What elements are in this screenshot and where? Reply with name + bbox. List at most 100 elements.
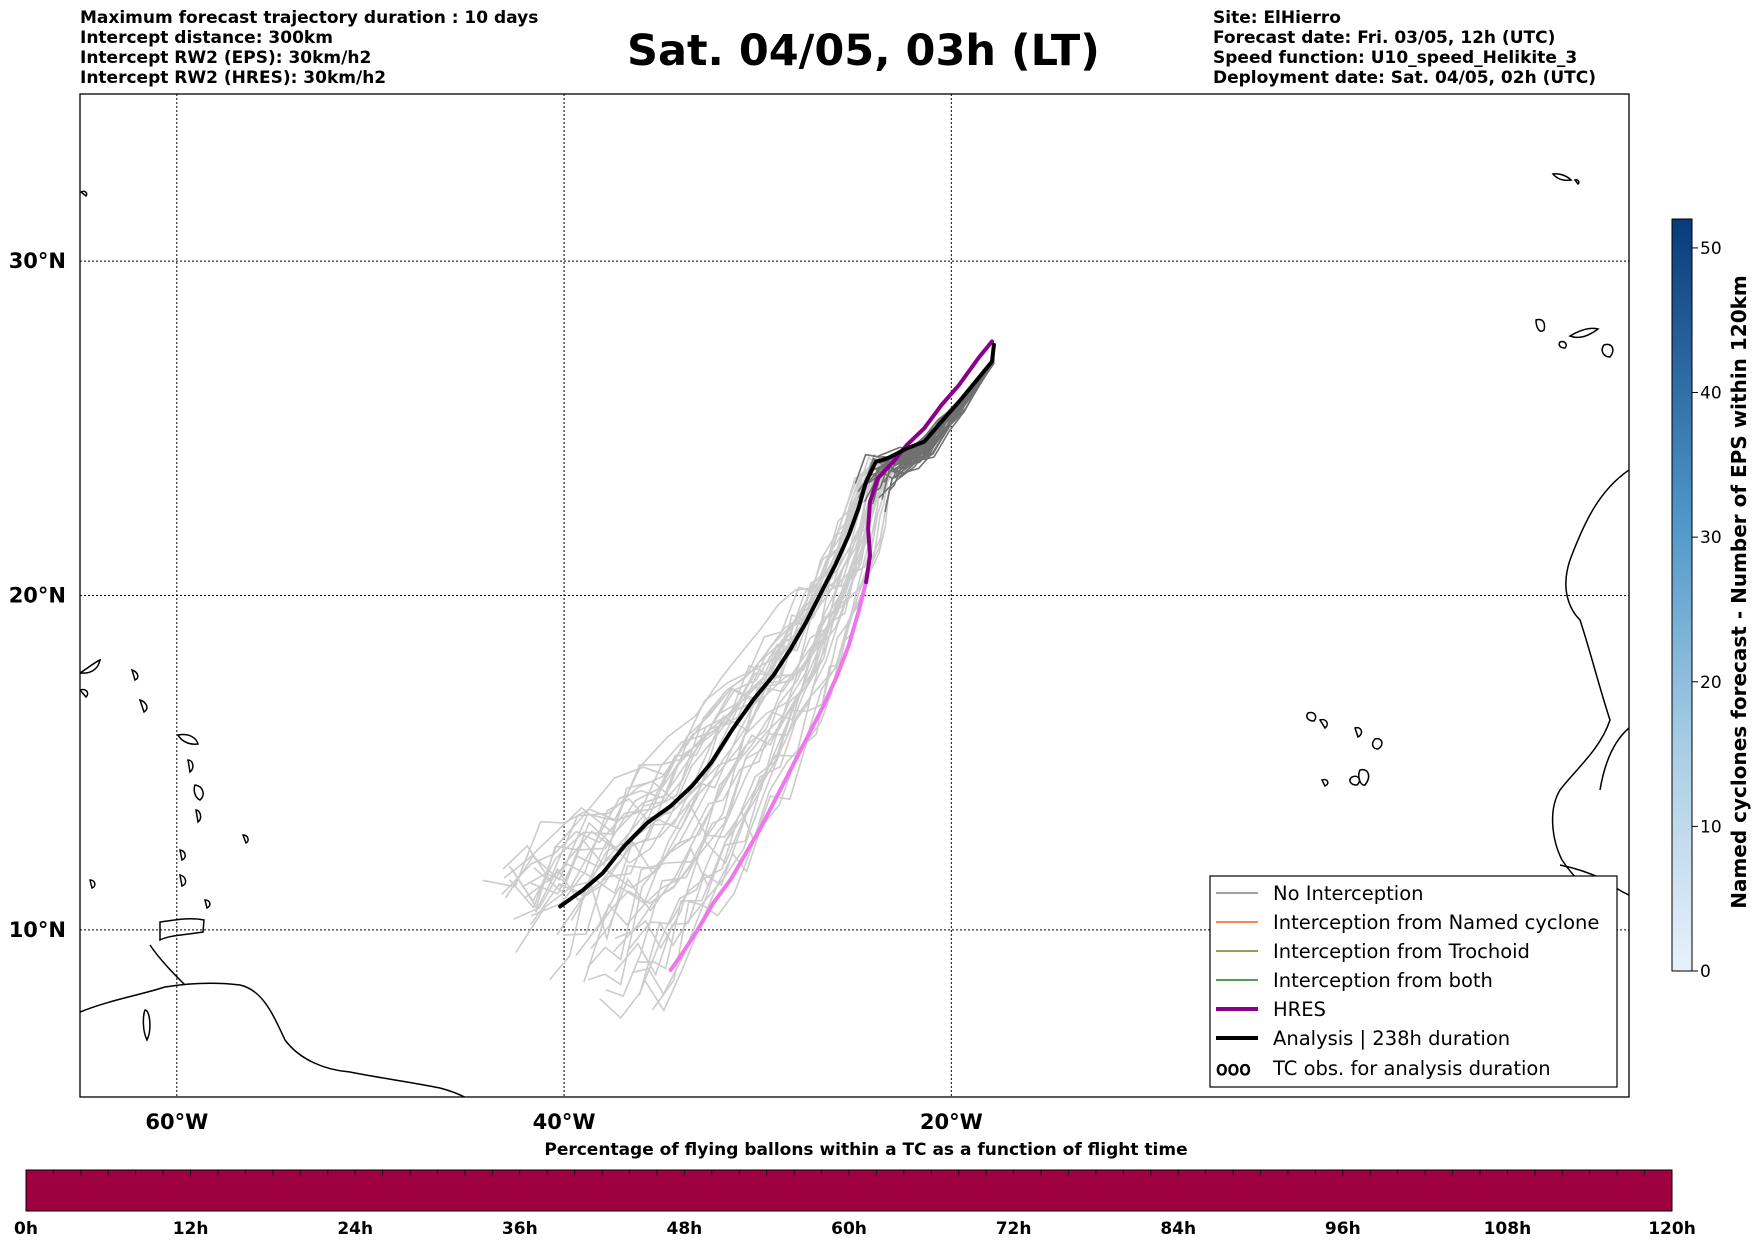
island-martinique (193, 784, 204, 801)
eps-track-late (501, 455, 879, 896)
colorbar-bottom-tick-label: 48h (667, 1219, 703, 1239)
longitude-tick-label: 60°W (145, 1110, 208, 1134)
eps-track-late (575, 482, 885, 957)
analysis-track (558, 342, 996, 909)
header-right-line: Site: ElHierro (1213, 8, 1341, 28)
eps-track (906, 344, 995, 456)
eps-track-late (504, 489, 863, 899)
eps-track (884, 344, 995, 513)
longitude-labels: 60°W 40°W 20°W (145, 1110, 982, 1134)
colorbar-bottom-tick-label: 120h (1648, 1219, 1696, 1239)
coastline-west-africa (1551, 469, 1629, 906)
colorbar-bottom-tick-label: 0h (14, 1219, 38, 1239)
header-left-line: Intercept RW2 (EPS): 30km/h2 (80, 48, 372, 68)
island-canary-1 (1535, 318, 1546, 332)
header-left-info: Maximum forecast trajectory duration : 1… (80, 8, 538, 88)
colorbar-right-tick-label: 10 (1700, 817, 1722, 837)
island-dominica (187, 759, 194, 774)
coastline-venezuela (149, 944, 186, 986)
island-caribbean-1 (80, 658, 102, 674)
island-canary-3 (1601, 343, 1614, 358)
latitude-tick-label: 10°N (9, 918, 66, 942)
island-cape-verde-2 (1318, 718, 1328, 730)
island-madeira-2 (1573, 179, 1580, 186)
header-left-line: Maximum forecast trajectory duration : 1… (80, 8, 539, 28)
legend: No Interception Interception from Named … (1209, 875, 1618, 1088)
colorbar-right-label: Named cyclones forecast - Number of EPS … (1727, 275, 1751, 909)
legend-box (1209, 875, 1618, 1088)
island-small-2 (179, 874, 187, 887)
colorbar-right-tick-label: 20 (1700, 673, 1722, 693)
latitude-tick-label: 20°N (9, 584, 66, 608)
eps-track-late (590, 461, 916, 950)
island-st-lucia (195, 809, 202, 824)
colorbar-right-tick-label: 30 (1700, 528, 1722, 548)
island-canary-4 (1558, 340, 1567, 349)
colorbar-bottom-tick-label: 96h (1325, 1219, 1361, 1239)
tc-symbol-icon: 𝗈𝗈𝗈 (1216, 1058, 1251, 1080)
colorbar-bottom: Percentage of flying ballons within a TC… (14, 1140, 1696, 1239)
colorbar-right-tick-label: 0 (1700, 962, 1711, 982)
latitude-tick-label: 30°N (9, 249, 66, 273)
eps-track-late (626, 505, 887, 952)
colorbar-right: 0 10 20 30 40 50 Named cyclones forecast - Nu… (1671, 218, 1751, 982)
legend-label-hres: HRES (1273, 998, 1326, 1021)
island-guadeloupe (176, 733, 199, 745)
island-cape-verde-5 (1349, 775, 1361, 786)
colorbar-bottom-tick-label: 72h (996, 1219, 1032, 1239)
island-small-1 (80, 190, 88, 198)
colorbar-bottom-tick-label: 60h (831, 1219, 867, 1239)
island-small-5 (142, 1009, 151, 1042)
eps-track-late (509, 455, 908, 910)
colorbar-bottom-tick-label: 24h (337, 1219, 373, 1239)
island-cape-verde-1 (1306, 711, 1317, 722)
eps-track-late (569, 462, 882, 895)
eps-track-late (614, 492, 874, 977)
island-caribbean-3 (130, 668, 139, 682)
map-frame (79, 93, 1630, 1098)
hres-track-late (668, 580, 869, 972)
eps-track-late (533, 482, 870, 894)
coastline-south-america (80, 982, 467, 1097)
island-cape-verde-3 (1354, 726, 1363, 739)
legend-label-both: Interception from both (1273, 969, 1493, 992)
eps-track-late (511, 456, 884, 910)
coastline-trinidad (159, 918, 205, 942)
header-left-line: Intercept RW2 (HRES): 30km/h2 (80, 68, 387, 88)
colorbar-bottom-tick-label: 84h (1160, 1219, 1196, 1239)
island-small-3 (89, 879, 96, 890)
colorbar-bottom-ticks: 0h 12h 24h 36h 48h 60h 72h 84h 96h 108h 120h (14, 1170, 1696, 1239)
island-madeira (1551, 173, 1573, 182)
header-right-line: Speed function: U10_speed_Helikite_3 (1213, 48, 1578, 68)
colorbar-right-tick-label: 50 (1700, 239, 1722, 259)
header-left-line: Intercept distance: 300km (80, 28, 333, 48)
eps-track-late (515, 461, 883, 954)
legend-label-named-cyclone: Interception from Named cyclone (1273, 911, 1599, 934)
header-right-line: Deployment date: Sat. 04/05, 02h (UTC) (1213, 68, 1597, 88)
island-cape-verde-7 (1358, 768, 1370, 786)
colorbar-right-fill (1671, 218, 1693, 972)
island-cape-verde-6 (1320, 778, 1329, 787)
header-right-info: Site: ElHierro Forecast date: Fri. 03/05… (1213, 8, 1596, 88)
island-small-4 (204, 899, 211, 910)
island-cape-verde-4 (1371, 737, 1383, 750)
island-caribbean-4 (138, 698, 148, 714)
colorbar-bottom-tick-label: 36h (502, 1219, 538, 1239)
colorbar-right-ticks: 0 10 20 30 40 50 (1692, 239, 1722, 982)
colorbar-bottom-tick-label: 108h (1484, 1219, 1532, 1239)
coastline-western-sahara (1599, 727, 1629, 791)
colorbar-bottom-fill (25, 1169, 1673, 1212)
eps-track-late (534, 500, 865, 913)
island-canary-2 (1568, 327, 1600, 339)
colorbar-bottom-title: Percentage of flying ballons within a TC… (544, 1140, 1187, 1160)
legend-label-analysis: Analysis | 238h duration (1273, 1027, 1510, 1050)
colorbar-bottom-tick-label: 12h (173, 1219, 209, 1239)
eps-track-late (502, 461, 887, 882)
legend-label-no-interception: No Interception (1273, 882, 1424, 905)
graticule (80, 94, 1629, 1097)
longitude-tick-label: 40°W (533, 1110, 596, 1134)
island-caribbean-2 (80, 688, 89, 699)
longitude-tick-label: 20°W (920, 1110, 983, 1134)
map-title: Sat. 04/05, 03h (LT) (627, 26, 1100, 76)
